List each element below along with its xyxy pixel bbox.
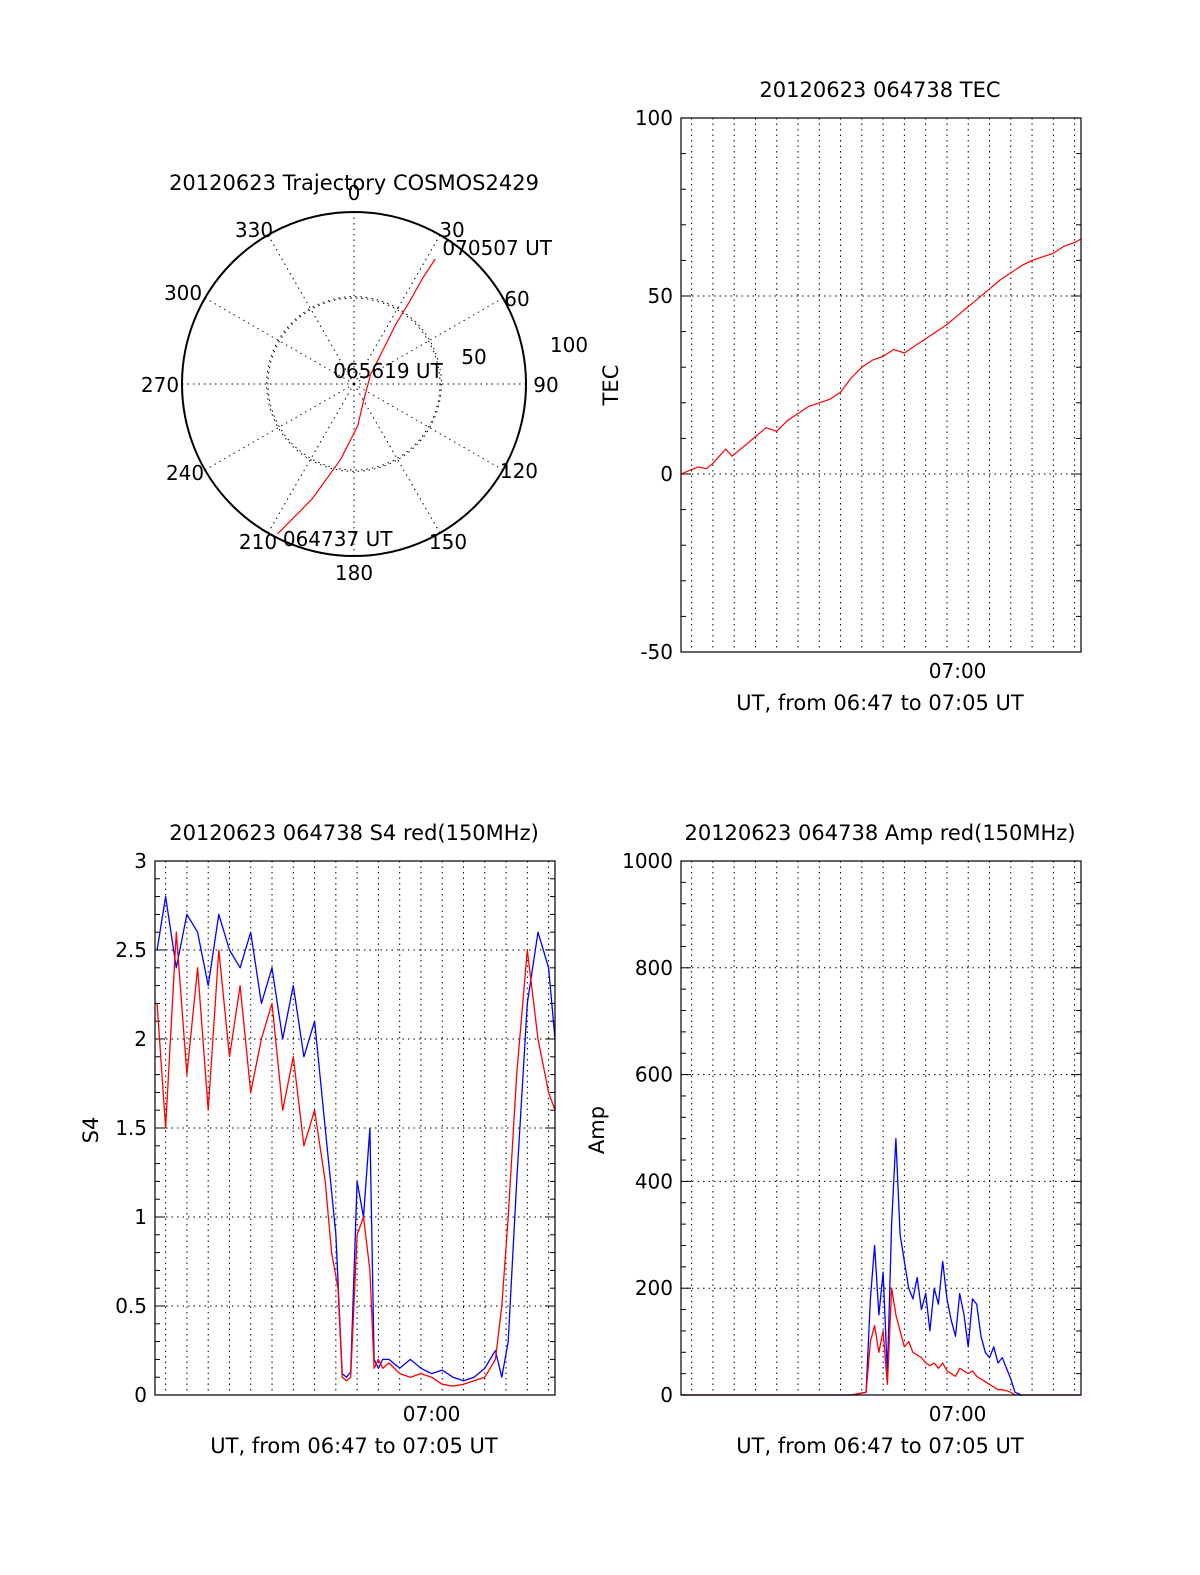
azimuth-label: 90	[533, 373, 558, 397]
amp-series	[681, 1138, 1081, 1396]
amp-title: 20120623 064738 Amp red(150MHz)	[684, 821, 1075, 845]
azimuth-label: 120	[500, 459, 538, 483]
y-tick-label: 0	[660, 462, 673, 486]
y-tick-label: 100	[635, 106, 673, 130]
tec-tick-labels: -50 0 50 100 07:00	[635, 106, 987, 683]
x-tick-label: 07:00	[929, 1402, 987, 1426]
y-tick-label: 2.5	[115, 938, 147, 962]
trajectory-annotations: 064737 UT 065619 UT 070507 UT	[283, 236, 553, 551]
trajectory-annotation: 064737 UT	[283, 527, 393, 551]
trajectory-annotation: 065619 UT	[333, 359, 443, 383]
y-tick-label: 0.5	[115, 1294, 147, 1318]
series-line	[156, 931, 556, 1387]
polar-spoke	[267, 234, 355, 385]
tec-title: 20120623 064738 TEC	[759, 78, 1000, 102]
azimuth-label: 0	[348, 181, 361, 205]
s4-ylabel: S4	[79, 1117, 103, 1144]
y-tick-label: 1.5	[115, 1116, 147, 1140]
s4-plot-frame	[154, 860, 556, 1396]
azimuth-label: 150	[429, 530, 467, 554]
azimuth-label: 60	[504, 287, 529, 311]
azimuth-label: 30	[439, 218, 464, 242]
amp-chart: 20120623 064738 Amp red(150MHz) 0 200 400 6…	[585, 821, 1082, 1458]
x-tick-label: 07:00	[403, 1402, 461, 1426]
azimuth-label: 210	[239, 530, 277, 554]
azimuth-labels: 0 30 60 90 120 150 180 210 240 270 300 330	[141, 181, 559, 585]
polar-spoke	[353, 297, 504, 385]
polar-spoke	[204, 297, 355, 385]
tec-plot-frame	[680, 117, 1082, 653]
amp-ylabel: Amp	[585, 1106, 609, 1154]
elevation-labels: 50 100	[461, 333, 588, 369]
amp-tick-labels: 0 200 400 600 800 1000 07:00	[622, 849, 986, 1426]
y-tick-label: 800	[635, 956, 673, 980]
series-line	[681, 1138, 1081, 1396]
azimuth-label: 300	[164, 281, 202, 305]
polar-spoke	[353, 383, 504, 471]
azimuth-label: 180	[335, 561, 373, 585]
y-tick-label: 600	[635, 1063, 673, 1087]
y-tick-label: 1	[134, 1205, 147, 1229]
s4-grid	[155, 860, 555, 1396]
trajectory-polar-chart: 20120623 Trajectory COSMOS2429 0 30 60 90 12…	[141, 171, 588, 585]
trajectory-line	[277, 258, 436, 535]
y-tick-label: 3	[134, 849, 147, 873]
elevation-label: 100	[550, 333, 588, 357]
tec-grid	[681, 117, 1081, 653]
y-tick-label: 50	[648, 284, 673, 308]
s4-tick-labels: 0 0.5 1 1.5 2 2.5 3 07:00	[115, 849, 460, 1426]
trajectory-title: 20120623 Trajectory COSMOS2429	[169, 171, 539, 195]
amp-grid	[681, 860, 1081, 1396]
amp-xlabel: UT, from 06:47 to 07:05 UT	[736, 1434, 1024, 1458]
tec-chart: 20120623 064738 TEC -50 0 50 100 07:00 UT, f…	[599, 78, 1082, 715]
series-line	[156, 895, 556, 1382]
y-tick-label: 400	[635, 1169, 673, 1193]
s4-title: 20120623 064738 S4 red(150MHz)	[169, 821, 539, 845]
tec-xlabel: UT, from 06:47 to 07:05 UT	[736, 691, 1024, 715]
y-tick-label: 0	[660, 1383, 673, 1407]
tec-series	[680, 238, 1082, 475]
elevation-label: 50	[461, 345, 486, 369]
series-line	[680, 238, 1082, 475]
azimuth-label: 270	[141, 373, 179, 397]
y-tick-label: 200	[635, 1276, 673, 1300]
tec-ylabel: TEC	[599, 365, 623, 407]
series-line	[681, 1287, 1081, 1396]
polar-spoke	[204, 383, 355, 471]
horizon-circle	[181, 211, 527, 557]
y-tick-label: 0	[134, 1383, 147, 1407]
trajectory-annotation: 070507 UT	[442, 236, 552, 260]
azimuth-label: 330	[235, 218, 273, 242]
polar-ring	[266, 296, 442, 472]
amp-plot-frame	[680, 860, 1082, 1396]
y-tick-label: -50	[640, 640, 673, 664]
polar-ring	[267, 297, 441, 471]
s4-series	[156, 895, 556, 1387]
s4-xlabel: UT, from 06:47 to 07:05 UT	[210, 1434, 498, 1458]
y-tick-label: 2	[134, 1027, 147, 1051]
polar-grid	[182, 212, 526, 556]
polar-spoke	[353, 383, 441, 534]
trajectory-series	[277, 258, 436, 535]
polar-spoke	[267, 383, 355, 534]
polar-spoke	[353, 234, 441, 385]
y-tick-label: 1000	[622, 849, 673, 873]
azimuth-label: 240	[166, 461, 204, 485]
s4-chart: 20120623 064738 S4 red(150MHz) 0 0.5 1 1.5 2…	[79, 821, 556, 1458]
x-tick-label: 07:00	[929, 659, 987, 683]
